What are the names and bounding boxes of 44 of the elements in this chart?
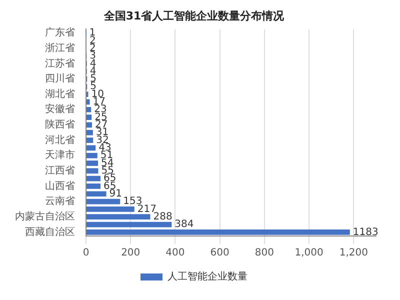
bar bbox=[86, 130, 93, 136]
bar bbox=[86, 222, 172, 228]
bar bbox=[86, 229, 350, 235]
chart-title: 全国31省人工智能企业数量分布情况 bbox=[102, 9, 286, 22]
data-label: 1183 bbox=[352, 226, 378, 238]
bar bbox=[86, 198, 120, 204]
y-tick-label: 广东省 bbox=[45, 26, 75, 39]
x-tick-label: 1,200 bbox=[339, 248, 368, 259]
bar bbox=[86, 184, 100, 189]
y-tick-label: 安徽省 bbox=[45, 103, 75, 116]
legend-label: 人工智能企业数量 bbox=[168, 270, 248, 283]
y-tick-label: 浙江省 bbox=[45, 42, 75, 54]
x-tick-label: 1,000 bbox=[294, 248, 324, 259]
y-tick-label: 云南省 bbox=[45, 195, 75, 208]
y-tick-label: 江苏省 bbox=[45, 57, 75, 70]
data-label: 384 bbox=[174, 219, 194, 230]
y-tick-label: 西藏自治区 bbox=[25, 226, 75, 238]
bar bbox=[86, 145, 96, 151]
bar bbox=[86, 214, 150, 220]
x-tick-label: 600 bbox=[210, 248, 230, 259]
y-tick-label: 内蒙古自治区 bbox=[15, 210, 75, 222]
x-tick-label: 400 bbox=[166, 248, 185, 259]
x-tick-label: 200 bbox=[121, 248, 140, 259]
y-tick-label: 天津市 bbox=[45, 149, 75, 162]
y-tick-label: 四川省 bbox=[45, 72, 75, 85]
bar bbox=[86, 114, 92, 120]
bar bbox=[86, 206, 134, 212]
x-tick-label: 800 bbox=[254, 248, 274, 259]
y-tick-label: 湖北省 bbox=[45, 88, 75, 100]
data-label: 91 bbox=[109, 188, 122, 200]
y-tick-label: 山西省 bbox=[45, 180, 75, 192]
bar bbox=[86, 106, 92, 112]
bar bbox=[86, 191, 106, 197]
bar bbox=[86, 176, 100, 182]
bar bbox=[86, 138, 94, 143]
bar bbox=[86, 152, 98, 158]
bar bbox=[86, 160, 98, 166]
y-tick-label: 河北省 bbox=[45, 134, 75, 146]
bar bbox=[86, 122, 92, 128]
y-tick-label: 陕西省 bbox=[45, 118, 75, 131]
bar bbox=[86, 168, 98, 174]
x-tick-label: 0 bbox=[82, 248, 90, 259]
y-tick-label: 江西省 bbox=[45, 164, 75, 176]
bar bbox=[86, 99, 90, 105]
